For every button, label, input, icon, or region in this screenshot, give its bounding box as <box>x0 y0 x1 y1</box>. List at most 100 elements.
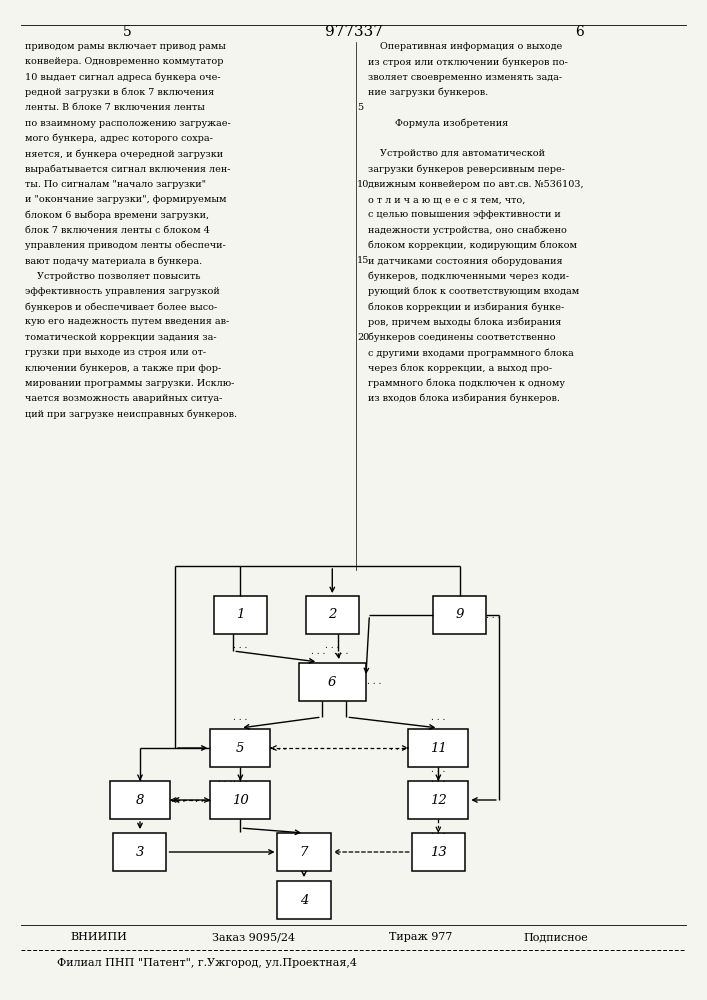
Text: блоком 6 выбора времени загрузки,: блоком 6 выбора времени загрузки, <box>25 210 209 220</box>
Text: приводом рамы включает привод рамы: приводом рамы включает привод рамы <box>25 42 226 51</box>
Text: Оперативная информация о выходе: Оперативная информация о выходе <box>368 42 562 51</box>
Text: Устройство для автоматической: Устройство для автоматической <box>368 149 544 158</box>
Text: грузки при выходе из строя или от-: грузки при выходе из строя или от- <box>25 348 206 357</box>
Text: блоков коррекции и избирания бунке-: блоков коррекции и избирания бунке- <box>368 302 564 312</box>
Text: ты. По сигналам "начало загрузки": ты. По сигналам "начало загрузки" <box>25 180 206 189</box>
Text: вырабатывается сигнал включения лен-: вырабатывается сигнал включения лен- <box>25 164 230 174</box>
Text: с другими входами программного блока: с другими входами программного блока <box>368 348 573 358</box>
Bar <box>409 781 468 819</box>
Text: 2: 2 <box>328 608 337 621</box>
Text: Филиал ПНП "Патент", г.Ужгород, ул.Проектная,4: Филиал ПНП "Патент", г.Ужгород, ул.Проек… <box>57 958 356 968</box>
Text: ключении бункеров, а также при фор-: ключении бункеров, а также при фор- <box>25 363 221 373</box>
Text: 10 выдает сигнал адреса бункера оче-: 10 выдает сигнал адреса бункера оче- <box>25 73 221 82</box>
Text: 11: 11 <box>430 742 447 754</box>
Text: зволяет своевременно изменять зада-: зволяет своевременно изменять зада- <box>368 73 562 82</box>
Text: конвейера. Одновременно коммутатор: конвейера. Одновременно коммутатор <box>25 57 223 66</box>
Text: ние загрузки бункеров.: ние загрузки бункеров. <box>368 88 488 97</box>
Text: мировании программы загрузки. Исклю-: мировании программы загрузки. Исклю- <box>25 379 234 388</box>
Bar <box>214 596 267 634</box>
Text: 10: 10 <box>357 180 370 189</box>
Text: . . .: . . . <box>431 774 445 784</box>
Text: загрузки бункеров реверсивным пере-: загрузки бункеров реверсивным пере- <box>368 164 565 174</box>
Text: Заказ 9095/24: Заказ 9095/24 <box>212 932 296 942</box>
Text: 15: 15 <box>357 256 370 265</box>
Text: эффективность управления загрузкой: эффективность управления загрузкой <box>25 287 219 296</box>
Text: бункеров, подключенными через коди-: бункеров, подключенными через коди- <box>368 272 568 281</box>
Text: 10: 10 <box>232 794 249 806</box>
Text: 12: 12 <box>430 794 447 806</box>
Text: из входов блока избирания бункеров.: из входов блока избирания бункеров. <box>368 394 559 403</box>
Bar <box>409 729 468 767</box>
Text: кую его надежность путем введения ав-: кую его надежность путем введения ав- <box>25 317 229 326</box>
Text: мого бункера, адрес которого сохра-: мого бункера, адрес которого сохра- <box>25 134 213 143</box>
Text: . . .: . . . <box>233 712 247 721</box>
Text: и датчиками состояния оборудования: и датчиками состояния оборудования <box>368 256 562 266</box>
Text: 4: 4 <box>300 894 308 906</box>
Text: 5: 5 <box>357 103 363 112</box>
Text: редной загрузки в блок 7 включения: редной загрузки в блок 7 включения <box>25 88 214 97</box>
Bar <box>113 833 167 871</box>
Text: Тираж 977: Тираж 977 <box>389 932 452 942</box>
Text: блок 7 включения ленты с блоком 4: блок 7 включения ленты с блоком 4 <box>25 226 209 235</box>
Text: . . .: . . . <box>325 642 339 650</box>
Bar <box>211 729 271 767</box>
Bar <box>411 833 465 871</box>
Text: 20: 20 <box>357 333 369 342</box>
Text: . . .: . . . <box>486 610 501 619</box>
Text: из строя или отключении бункеров по-: из строя или отключении бункеров по- <box>368 57 568 67</box>
Text: граммного блока подключен к одному: граммного блока подключен к одному <box>368 379 565 388</box>
Text: . . .: . . . <box>431 764 445 774</box>
Text: 9: 9 <box>455 608 464 621</box>
Text: 6: 6 <box>328 676 337 688</box>
Text: чается возможность аварийных ситуа-: чается возможность аварийных ситуа- <box>25 394 222 403</box>
Bar <box>110 781 170 819</box>
Bar <box>433 596 486 634</box>
Text: томатической коррекции задания за-: томатической коррекции задания за- <box>25 333 216 342</box>
Text: . . .: . . . <box>218 774 233 784</box>
Text: 5: 5 <box>123 25 132 39</box>
Text: бункеров соединены соответственно: бункеров соединены соответственно <box>368 333 555 342</box>
Text: . . .: . . . <box>431 826 445 836</box>
Text: рующий блок к соответствующим входам: рующий блок к соответствующим входам <box>368 287 579 296</box>
Text: и "окончание загрузки", формируемым: и "окончание загрузки", формируемым <box>25 195 226 204</box>
Text: Подписное: Подписное <box>523 932 588 942</box>
Text: Формула изобретения: Формула изобретения <box>368 118 508 128</box>
Text: . . .: . . . <box>311 646 325 656</box>
Text: ВНИИПИ: ВНИИПИ <box>71 932 127 942</box>
Text: 977337: 977337 <box>325 25 382 39</box>
Text: управления приводом ленты обеспечи-: управления приводом ленты обеспечи- <box>25 241 226 250</box>
Text: блоком коррекции, кодирующим блоком: блоком коррекции, кодирующим блоком <box>368 241 577 250</box>
Text: няется, и бункера очередной загрузки: няется, и бункера очередной загрузки <box>25 149 223 159</box>
Text: по взаимному расположению загружае-: по взаимному расположению загружае- <box>25 118 230 127</box>
Bar <box>277 881 331 919</box>
Text: ров, причем выходы блока избирания: ров, причем выходы блока избирания <box>368 317 561 327</box>
Text: 8: 8 <box>136 794 144 806</box>
Text: . . .: . . . <box>233 642 247 650</box>
Text: 1: 1 <box>236 608 245 621</box>
Bar <box>305 596 358 634</box>
Bar <box>211 781 271 819</box>
Text: ленты. В блоке 7 включения ленты: ленты. В блоке 7 включения ленты <box>25 103 204 112</box>
Text: 3: 3 <box>136 846 144 858</box>
Text: . . .: . . . <box>334 646 348 656</box>
Text: 5: 5 <box>236 742 245 754</box>
Text: надежности устройства, оно снабжено: надежности устройства, оно снабжено <box>368 226 566 235</box>
Text: ций при загрузке неисправных бункеров.: ций при загрузке неисправных бункеров. <box>25 409 237 419</box>
Text: Устройство позволяет повысить: Устройство позволяет повысить <box>25 272 200 281</box>
Text: . . .: . . . <box>171 796 186 804</box>
Text: . . .: . . . <box>271 744 286 752</box>
Bar <box>298 663 366 701</box>
Bar <box>277 833 331 871</box>
Text: о т л и ч а ю щ е е с я тем, что,: о т л и ч а ю щ е е с я тем, что, <box>368 195 525 204</box>
Text: . . .: . . . <box>233 774 247 784</box>
Text: движным конвейером по авт.св. №536103,: движным конвейером по авт.св. №536103, <box>368 180 583 189</box>
Text: . . .: . . . <box>431 712 445 721</box>
Text: 7: 7 <box>300 846 308 858</box>
Text: . . .: . . . <box>367 678 382 686</box>
Text: . . .: . . . <box>194 796 209 804</box>
Text: 6: 6 <box>575 25 584 39</box>
Text: . . .: . . . <box>390 744 405 752</box>
Text: через блок коррекции, а выход про-: через блок коррекции, а выход про- <box>368 363 551 373</box>
Text: с целью повышения эффективности и: с целью повышения эффективности и <box>368 210 561 219</box>
Text: бункеров и обеспечивает более высо-: бункеров и обеспечивает более высо- <box>25 302 217 312</box>
